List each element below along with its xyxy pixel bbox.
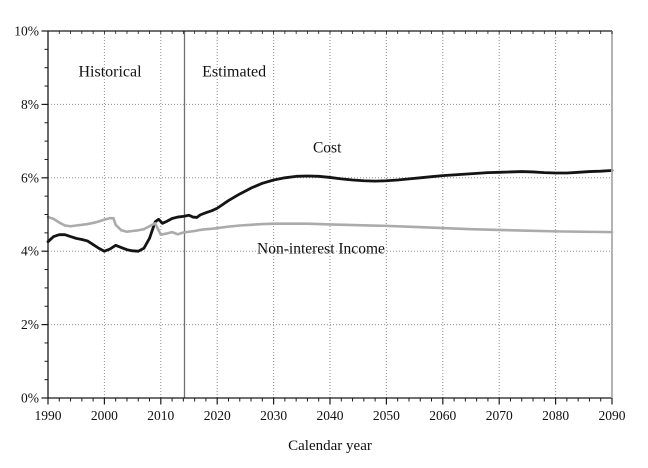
y-tick-label-4: 4% (21, 244, 39, 259)
x-tick-label-2030: 2030 (260, 408, 287, 423)
x-tick-label-2040: 2040 (317, 408, 344, 423)
x-axis-title: Calendar year (288, 438, 372, 454)
annotation-non-interest-income: Non-interest Income (257, 240, 385, 257)
x-tick-label-2000: 2000 (91, 408, 118, 423)
y-tick-label-0: 0% (21, 391, 39, 406)
y-tick-label-10: 10% (14, 24, 39, 39)
x-axis-title-group: Calendar year (288, 438, 372, 454)
x-tick-label-2060: 2060 (429, 408, 456, 423)
x-tick-label-2010: 2010 (147, 408, 174, 423)
x-tick-label-2090: 2090 (599, 408, 626, 423)
x-tick-label-2070: 2070 (486, 408, 513, 423)
y-tick-label-2: 2% (21, 317, 39, 332)
axis-ticks (41, 30, 613, 405)
axis-tick-labels: 1990 2000 2010 2020 2030 2040 2050 2060 2070 2080… (14, 24, 626, 424)
data-series (46, 169, 614, 253)
y-tick-label-8: 8% (21, 97, 39, 112)
y-tick-label-6: 6% (21, 170, 39, 185)
x-tick-label-1990: 1990 (35, 408, 62, 423)
annotation-estimated: Estimated (202, 63, 266, 80)
x-tick-label-2050: 2050 (373, 408, 400, 423)
annotation-historical: Historical (78, 63, 142, 80)
series-line-cost (46, 169, 614, 253)
gridlines (48, 31, 612, 398)
annotation-cost: Cost (313, 139, 342, 156)
x-tick-label-2020: 2020 (204, 408, 231, 423)
x-tick-label-2080: 2080 (542, 408, 569, 423)
series-line-non-interest-income (46, 215, 614, 236)
chart-annotations: Historical Estimated Cost Non-interest Inco… (78, 63, 385, 257)
